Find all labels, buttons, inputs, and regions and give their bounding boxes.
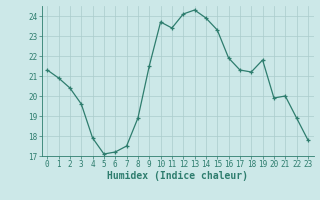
X-axis label: Humidex (Indice chaleur): Humidex (Indice chaleur) bbox=[107, 171, 248, 181]
